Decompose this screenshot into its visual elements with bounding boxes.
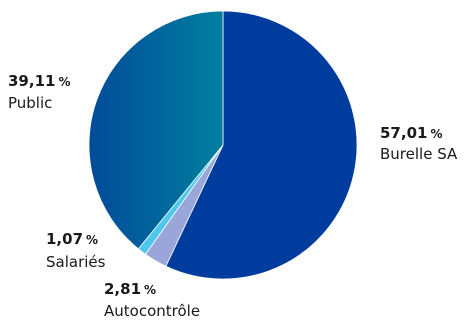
unit-burelle-sa: % — [430, 127, 442, 141]
svg-text:39,11%: 39,11% — [8, 72, 70, 90]
pie-slices — [88, 10, 358, 280]
label-public: 39,11% Public — [8, 72, 70, 112]
svg-text:57,01%: 57,01% — [380, 124, 442, 142]
svg-text:2,81%: 2,81% — [104, 280, 156, 298]
unit-public: % — [58, 75, 70, 89]
label-burelle-sa: 57,01% Burelle SA — [380, 124, 458, 163]
label-salaries: 1,07% Salariés — [46, 230, 106, 271]
value-public: 39,11 — [8, 72, 55, 90]
label-autocontrole: 2,81% Autocontrôle — [104, 280, 200, 320]
unit-autocontrole: % — [144, 283, 156, 297]
unit-salaries: % — [86, 233, 98, 247]
category-burelle-sa: Burelle SA — [380, 145, 458, 163]
value-salaries: 1,07 — [46, 230, 83, 248]
category-autocontrole: Autocontrôle — [104, 302, 200, 320]
slice-public — [88, 10, 224, 250]
value-autocontrole: 2,81 — [104, 280, 141, 298]
category-salaries: Salariés — [46, 253, 106, 271]
value-burelle-sa: 57,01 — [380, 124, 427, 142]
svg-text:1,07%: 1,07% — [46, 230, 98, 248]
category-public: Public — [8, 94, 52, 112]
slice-burelle-sa — [165, 10, 358, 280]
